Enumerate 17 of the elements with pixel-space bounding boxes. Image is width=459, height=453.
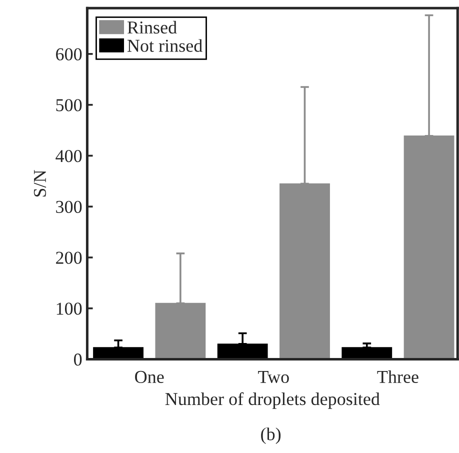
bar [217,344,268,360]
text: (b) [261,428,281,444]
legend-label: Rinsed [127,20,177,34]
y-tick-label: 100 [56,302,82,315]
legend-label: Not rinsed [127,39,202,52]
y-tick-label: 400 [56,150,82,162]
y-tick-label: 600 [56,48,82,60]
y-axis-title: S/N [34,170,46,197]
x-tick-label: One [135,370,164,384]
y-tick-label: 0 [74,353,82,366]
bar [404,136,454,360]
y-tick-label: 300 [56,200,82,214]
x-tick-label: Three [377,370,418,384]
x-axis-title: Number of droplets deposited [165,392,380,409]
x-tick-label: Two [258,371,289,384]
y-tick-label: 200 [56,252,82,264]
y-tick-label: 500 [56,99,82,112]
